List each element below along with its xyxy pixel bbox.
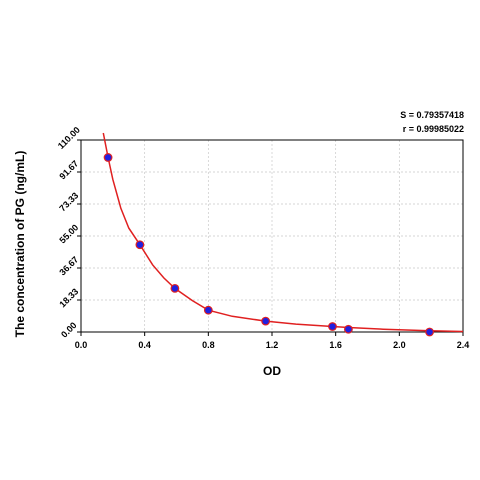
y-tick-label: 91.67 [57,158,80,181]
x-tick-label: 0.0 [75,340,88,350]
data-point [425,327,434,337]
data-point [328,322,337,331]
data-point [170,283,180,293]
y-tick-label: 73.33 [57,190,80,213]
y-tick-label: 0.00 [59,320,78,339]
y-tick-label: 18.33 [57,286,80,309]
fit-statistics: S = 0.79357418 r = 0.99985022 [400,108,464,136]
x-axis-label: OD [263,364,281,378]
y-tick-label: 36.67 [57,254,80,277]
data-point [261,316,271,326]
y-tick-label: 55.00 [57,222,80,245]
x-tick-label: 1.6 [329,340,342,350]
data-point [203,305,213,315]
y-tick-label: 110.00 [56,125,82,151]
s-value: S = 0.79357418 [400,110,464,120]
data-point [103,153,113,162]
data-point [135,240,145,250]
r-value: r = 0.99985022 [402,124,464,134]
x-tick-label: 1.2 [266,340,279,350]
y-axis-label: The concentration of PG (ng/mL) [13,151,27,338]
x-tick-label: 0.8 [202,340,215,350]
fit-curve-line [102,132,464,333]
x-tick-label: 2.0 [393,340,406,350]
data-point [344,324,353,334]
x-tick-label: 0.4 [138,340,151,350]
x-tick-label: 2.4 [457,340,470,350]
